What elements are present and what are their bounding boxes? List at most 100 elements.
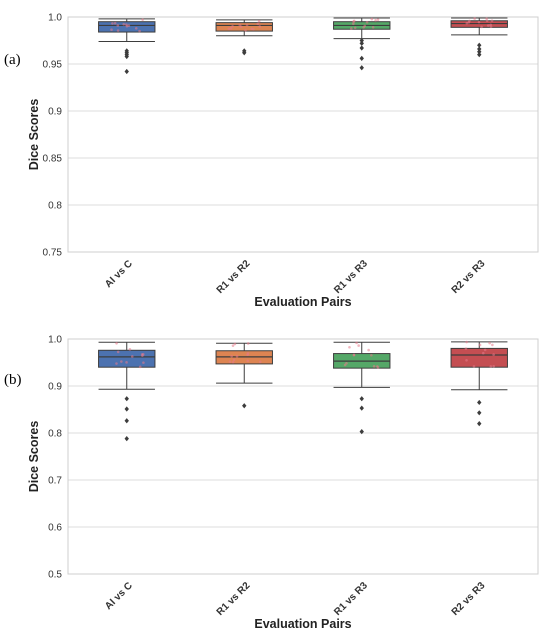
box-plot-b: 0.5 0.6 0.7 0.8 0.9 1.0 AI vs C R1 vs R2 R1 vs R… bbox=[27, 335, 539, 631]
strip-point bbox=[352, 353, 356, 357]
box-4 bbox=[450, 347, 508, 368]
strip-point bbox=[238, 23, 242, 27]
strip-point bbox=[478, 343, 482, 347]
strip-point bbox=[138, 29, 141, 33]
outlier-point bbox=[124, 406, 129, 412]
strip-point bbox=[138, 365, 142, 369]
outlier-point bbox=[477, 421, 482, 427]
strip-point bbox=[489, 25, 493, 29]
strip-point bbox=[465, 340, 468, 344]
strip-point bbox=[246, 353, 249, 356]
strip-point bbox=[231, 344, 235, 347]
y-tick-label: 0.8 bbox=[48, 429, 62, 440]
strip-point bbox=[116, 29, 120, 32]
strip-point bbox=[228, 360, 232, 363]
panel-a: (a) 0.75 0.8 0.85 0.9 0.95 1.0 AI vs C R1 vs R2… bbox=[0, 0, 550, 312]
outlier-point bbox=[124, 436, 129, 442]
outlier-point bbox=[242, 403, 247, 409]
strip-point bbox=[250, 27, 253, 31]
strip-point bbox=[489, 23, 493, 27]
outlier-point bbox=[124, 48, 129, 54]
strip-point bbox=[355, 341, 358, 345]
strip-point bbox=[257, 20, 261, 23]
strip-point bbox=[363, 24, 367, 28]
strip-point bbox=[376, 365, 379, 368]
strip-point bbox=[464, 347, 468, 350]
strip-point bbox=[229, 27, 233, 30]
panel-label: (a) bbox=[4, 52, 21, 68]
x-axis-title: Evaluation Pairs bbox=[254, 295, 351, 309]
strip-point bbox=[142, 361, 145, 364]
outlier-point bbox=[242, 48, 247, 54]
outlier-point bbox=[359, 65, 364, 71]
x-tick-label: R1 vs R2 bbox=[215, 258, 253, 296]
strip-point bbox=[352, 20, 355, 23]
box-2 bbox=[215, 22, 273, 32]
strip-point bbox=[122, 22, 126, 26]
strip-point bbox=[481, 351, 485, 355]
strip-point bbox=[367, 348, 370, 352]
box-plot-a: 0.75 0.8 0.85 0.9 0.95 1.0 AI vs C R1 vs R2 R1 v… bbox=[27, 13, 539, 309]
strip-point bbox=[348, 345, 351, 349]
outlier-point bbox=[124, 68, 129, 75]
strip-point bbox=[472, 365, 476, 368]
strip-point bbox=[246, 342, 250, 345]
y-tick-label: 0.85 bbox=[43, 154, 63, 165]
strip-point bbox=[256, 22, 260, 26]
strip-point bbox=[492, 364, 496, 368]
strip-point bbox=[465, 21, 469, 25]
strip-point bbox=[370, 353, 373, 357]
y-tick-label: 0.5 bbox=[48, 570, 62, 581]
strip-point bbox=[246, 359, 250, 363]
strip-point bbox=[244, 28, 247, 32]
panel-b: (b) 0.5 0.6 0.7 0.8 0.9 1.0 AI vs C R1 vs R2 R1 … bbox=[0, 322, 550, 634]
panel-label: (b) bbox=[4, 372, 22, 388]
strip-point bbox=[365, 20, 369, 24]
outlier-point bbox=[359, 37, 364, 44]
strip-point bbox=[111, 22, 114, 25]
outlier-point bbox=[477, 42, 482, 48]
strip-point bbox=[113, 21, 117, 25]
strip-point bbox=[233, 342, 237, 346]
strip-point bbox=[352, 22, 355, 26]
strip-point bbox=[140, 353, 144, 356]
strip-point bbox=[115, 362, 118, 365]
strip-point bbox=[468, 19, 471, 23]
strip-point bbox=[488, 341, 491, 345]
strip-point bbox=[485, 17, 488, 20]
strip-point bbox=[370, 17, 374, 21]
x-tick-label: AI vs C bbox=[103, 258, 135, 290]
strip-point bbox=[480, 25, 483, 29]
outlier-point bbox=[477, 399, 482, 406]
strip-point bbox=[231, 360, 235, 364]
strip-point bbox=[232, 358, 236, 362]
x-axis-title: Evaluation Pairs bbox=[254, 617, 351, 631]
strip-point bbox=[489, 365, 493, 368]
plot-frame bbox=[67, 338, 539, 575]
y-tick-label: 0.7 bbox=[48, 476, 62, 487]
strip-point bbox=[486, 24, 490, 27]
y-axis-title: Dice Scores bbox=[27, 99, 41, 171]
strip-point bbox=[492, 353, 495, 356]
strip-point bbox=[477, 20, 481, 24]
outlier-point bbox=[477, 49, 482, 55]
y-tick-label: 0.8 bbox=[48, 201, 62, 212]
strip-point bbox=[128, 348, 132, 351]
strip-point bbox=[245, 23, 249, 27]
y-tick-label: 1.0 bbox=[48, 335, 62, 346]
strip-point bbox=[465, 358, 468, 362]
x-tick-label: R2 vs R3 bbox=[450, 258, 488, 296]
strip-point bbox=[125, 23, 128, 26]
strip-point bbox=[371, 26, 375, 29]
strip-point bbox=[490, 19, 494, 22]
strip-point bbox=[134, 26, 138, 30]
strip-point bbox=[116, 24, 120, 27]
box-1 bbox=[98, 349, 156, 368]
y-tick-label: 0.75 bbox=[43, 248, 63, 259]
y-tick-label: 0.95 bbox=[43, 60, 63, 71]
strip-point bbox=[353, 26, 357, 30]
strip-point bbox=[258, 25, 262, 28]
strip-point bbox=[357, 344, 360, 347]
strip-point bbox=[141, 18, 144, 21]
strip-point bbox=[491, 343, 494, 347]
